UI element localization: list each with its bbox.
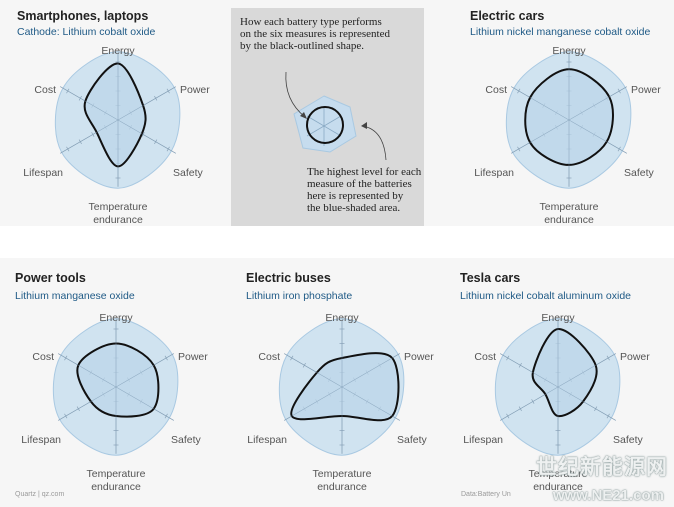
radar-axis-overlay xyxy=(341,353,400,388)
axis-label: Energy xyxy=(325,312,359,324)
legend-text-top-line: How each battery type performs xyxy=(240,16,382,28)
axis-label: Energy xyxy=(552,45,586,57)
legend-arrow-top xyxy=(285,71,306,118)
axis-label: Lifespan xyxy=(474,167,514,179)
watermark-url: www.NE21.com xyxy=(552,487,664,504)
chart-subtitle-electric-cars: Lithium nickel manganese cobalt oxide xyxy=(470,26,651,38)
chart-title-electric-buses: Electric buses xyxy=(246,271,331,285)
radar-axis-overlay xyxy=(500,386,559,421)
footer-source-left: Quartz | qz.com xyxy=(15,491,65,498)
axis-label: Temperature endurance xyxy=(529,468,588,493)
chart-subtitle-smartphones: Cathode: Lithium cobalt oxide xyxy=(17,26,156,38)
axis-label: Cost xyxy=(485,84,507,96)
radar-axis-overlay xyxy=(58,386,117,421)
chart-title-tesla-cars: Tesla cars xyxy=(460,271,521,285)
legend-shaded-shape xyxy=(293,95,357,153)
legend-outline-shape xyxy=(306,106,344,144)
axis-label: Lifespan xyxy=(247,434,287,446)
legend-text-bottom-line: The highest level for each xyxy=(307,166,422,178)
chart-subtitle-power-tools: Lithium manganese oxide xyxy=(15,290,135,302)
row-divider xyxy=(0,226,674,258)
axis-label: Power xyxy=(404,351,434,363)
radar-axis-overlay xyxy=(341,386,400,421)
chart-subtitle-electric-buses: Lithium iron phosphate xyxy=(246,290,353,302)
legend-text-bottom-line: the blue-shaded area. xyxy=(307,202,401,214)
legend-text-top-line: on the six measures is represented xyxy=(240,28,390,40)
axis-label: Safety xyxy=(613,434,644,446)
chart-title-smartphones: Smartphones, laptops xyxy=(17,9,149,23)
radar-axis-overlay xyxy=(115,386,174,421)
chart-title-power-tools: Power tools xyxy=(15,271,86,285)
footer-source-right: Data:Battery Un xyxy=(461,491,511,498)
axis-label: Cost xyxy=(474,351,496,363)
radar-axis-overlay xyxy=(568,86,627,121)
legend-text-top: How each battery type performs on the si… xyxy=(240,16,390,52)
radar-axis-overlay xyxy=(117,86,176,121)
radar-axis-overlay xyxy=(500,353,559,388)
radar-axis-overlay xyxy=(511,119,570,154)
radar-axis-overlay xyxy=(284,353,343,388)
axis-label: Cost xyxy=(258,351,280,363)
radar-axis-overlay xyxy=(568,119,627,154)
axis-label: Safety xyxy=(173,167,204,179)
radar-axis-overlay xyxy=(60,86,119,121)
radar-axis-overlay xyxy=(58,353,117,388)
axis-label: Safety xyxy=(397,434,428,446)
axis-label: Temperature endurance xyxy=(540,201,599,226)
radar-axis-overlay xyxy=(511,86,570,121)
legend-text-bottom-line: here is represented by xyxy=(307,190,404,202)
legend-arrow-bottom xyxy=(362,125,387,161)
radar-axis-overlay xyxy=(557,386,616,421)
axis-label: Safety xyxy=(624,167,655,179)
axis-label: Energy xyxy=(541,312,575,324)
axis-label: Power xyxy=(620,351,650,363)
axis-label: Lifespan xyxy=(21,434,61,446)
axis-label: Power xyxy=(180,84,210,96)
axis-label: Cost xyxy=(32,351,54,363)
radar-axis-overlay xyxy=(557,353,616,388)
radar-axis-overlay xyxy=(60,119,119,154)
axis-label: Temperature endurance xyxy=(87,468,146,493)
legend-arrowhead-top xyxy=(300,112,307,119)
axis-label: Cost xyxy=(34,84,56,96)
legend-text-top-line: by the black-outlined shape. xyxy=(240,40,365,52)
legend-text-bottom: The highest level for each measure of th… xyxy=(307,166,421,214)
radar-axis-overlay xyxy=(115,353,174,388)
axis-label: Lifespan xyxy=(23,167,63,179)
axis-label: Energy xyxy=(99,312,133,324)
legend-arrowhead-bottom xyxy=(361,122,367,129)
axis-label: Lifespan xyxy=(463,434,503,446)
radar-axis-overlay xyxy=(117,119,176,154)
axis-label: Power xyxy=(631,84,661,96)
legend-text-bottom-line: measure of the batteries xyxy=(307,178,412,190)
axis-label: Temperature endurance xyxy=(89,201,148,226)
chart-title-electric-cars: Electric cars xyxy=(470,9,545,23)
axis-label: Safety xyxy=(171,434,202,446)
radar-axis-overlay xyxy=(284,386,343,421)
axis-label: Power xyxy=(178,351,208,363)
chart-subtitle-tesla-cars: Lithium nickel cobalt aluminum oxide xyxy=(460,290,631,302)
axis-label: Temperature endurance xyxy=(313,468,372,493)
watermark-title: 世纪新能源网 xyxy=(536,456,668,479)
legend-axis-line xyxy=(306,115,342,137)
axis-label: Energy xyxy=(101,45,135,57)
